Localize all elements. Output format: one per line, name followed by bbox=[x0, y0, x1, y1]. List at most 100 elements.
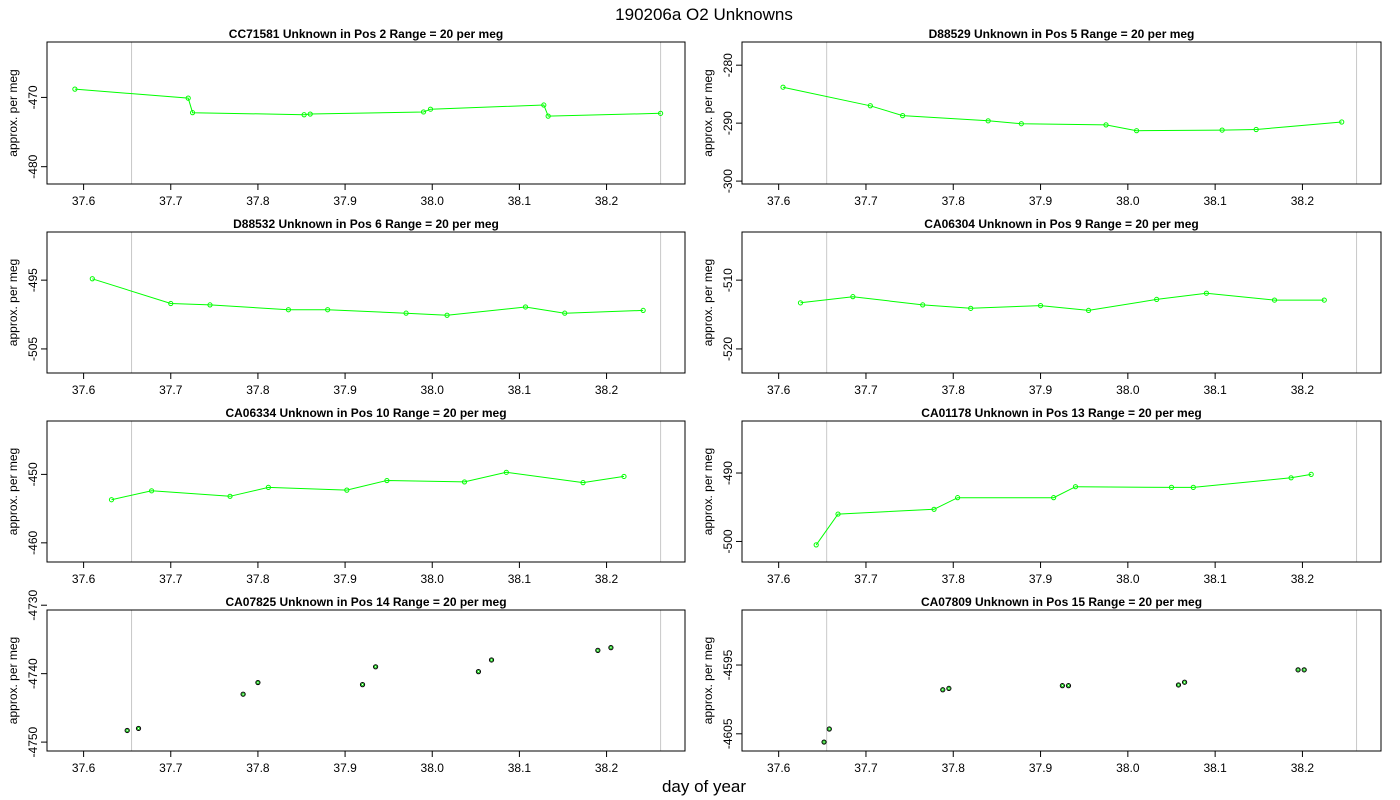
x-tick-label: 37.8 bbox=[942, 572, 966, 586]
x-tick-label: 37.8 bbox=[246, 761, 270, 775]
x-tick-label: 37.8 bbox=[246, 383, 270, 397]
x-tick-label: 37.6 bbox=[767, 383, 791, 397]
data-point bbox=[1037, 302, 1044, 309]
y-tick-label: -4730 bbox=[26, 590, 40, 621]
data-point bbox=[185, 95, 191, 101]
data-point bbox=[931, 506, 937, 512]
x-tick-label: 37.8 bbox=[942, 761, 966, 775]
plot-frame bbox=[741, 231, 1382, 374]
data-point bbox=[541, 102, 547, 108]
data-point bbox=[240, 691, 246, 697]
x-tick-label: 38.0 bbox=[1116, 761, 1140, 775]
data-point bbox=[1301, 667, 1307, 673]
data-point bbox=[1133, 128, 1140, 134]
panel-8: CA07809 Unknown in Pos 15 Range = 20 per… bbox=[701, 595, 1382, 775]
x-tick-label: 37.8 bbox=[246, 194, 270, 208]
x-tick-label: 38.1 bbox=[1203, 194, 1227, 208]
y-tick-label: -510 bbox=[721, 268, 735, 292]
x-tick-label: 37.9 bbox=[333, 761, 357, 775]
plot-frame bbox=[46, 420, 686, 563]
x-tick-label: 37.7 bbox=[854, 572, 878, 586]
data-point bbox=[359, 682, 366, 688]
data-point bbox=[826, 726, 832, 732]
x-tick-label: 37.9 bbox=[1029, 383, 1053, 397]
data-point bbox=[285, 307, 292, 313]
x-tick-label: 38.1 bbox=[508, 383, 532, 397]
x-tick-label: 37.8 bbox=[942, 383, 966, 397]
chart-panels: CC71581 Unknown in Pos 2 Range = 20 per … bbox=[6, 27, 1382, 775]
data-point bbox=[475, 669, 482, 675]
data-point bbox=[580, 480, 586, 486]
data-point-inner bbox=[1302, 668, 1306, 672]
x-tick-label: 38.2 bbox=[1291, 761, 1315, 775]
data-point bbox=[1321, 297, 1327, 303]
plot-frame bbox=[741, 41, 1382, 185]
data-point bbox=[255, 679, 261, 686]
x-tick-label: 38.0 bbox=[421, 761, 445, 775]
data-point bbox=[813, 542, 819, 548]
data-point bbox=[1085, 307, 1092, 314]
data-point bbox=[955, 495, 961, 501]
panel-title: CA06304 Unknown in Pos 9 Range = 20 per … bbox=[924, 217, 1198, 231]
data-point-inner bbox=[822, 740, 826, 744]
data-point bbox=[968, 305, 974, 311]
y-axis-label: approx. per meg bbox=[6, 69, 20, 156]
series-line bbox=[815, 473, 1312, 546]
data-point bbox=[1103, 122, 1109, 128]
data-point bbox=[780, 84, 786, 90]
data-point bbox=[108, 497, 115, 503]
x-tick-label: 38.0 bbox=[1116, 383, 1140, 397]
x-tick-label: 37.9 bbox=[333, 194, 357, 208]
data-point bbox=[372, 664, 379, 670]
x-tick-label: 37.7 bbox=[159, 572, 183, 586]
data-point bbox=[850, 294, 856, 300]
x-tick-label: 37.8 bbox=[942, 194, 966, 208]
data-point bbox=[1072, 484, 1079, 490]
y-tick-label: -4740 bbox=[26, 658, 40, 689]
x-tick-label: 37.6 bbox=[72, 761, 96, 775]
data-point-inner bbox=[947, 686, 951, 690]
data-point-inner bbox=[609, 646, 613, 650]
data-point bbox=[420, 109, 427, 115]
data-point bbox=[1190, 484, 1196, 490]
data-point bbox=[135, 725, 142, 732]
y-axis-label: approx. per meg bbox=[6, 259, 20, 346]
data-point bbox=[545, 113, 551, 119]
y-axis-label: approx. per meg bbox=[6, 448, 20, 535]
y-tick-label: -4750 bbox=[26, 726, 40, 757]
y-axis-label: approx. per meg bbox=[701, 448, 715, 535]
data-point bbox=[595, 647, 601, 653]
data-point bbox=[227, 493, 233, 499]
data-point bbox=[1175, 682, 1182, 688]
panel-6: CA01178 Unknown in Pos 13 Range = 20 per… bbox=[701, 406, 1382, 586]
panel-1: CC71581 Unknown in Pos 2 Range = 20 per … bbox=[6, 27, 686, 208]
series-line bbox=[800, 292, 1325, 311]
data-point bbox=[1059, 683, 1065, 689]
x-tick-label: 37.7 bbox=[159, 761, 183, 775]
series-line bbox=[111, 471, 625, 501]
data-point-inner bbox=[1066, 684, 1070, 688]
x-tick-label: 38.2 bbox=[595, 572, 619, 586]
data-point bbox=[621, 473, 627, 480]
data-point-inner bbox=[490, 658, 494, 662]
data-point bbox=[384, 477, 390, 484]
data-point bbox=[189, 110, 196, 116]
data-point bbox=[821, 739, 827, 745]
data-point bbox=[427, 106, 434, 112]
y-tick-label: -520 bbox=[721, 337, 735, 361]
panel-title: CA07809 Unknown in Pos 15 Range = 20 per… bbox=[921, 595, 1202, 609]
data-point-inner bbox=[1296, 668, 1300, 672]
data-point bbox=[608, 645, 614, 651]
x-tick-label: 38.1 bbox=[1203, 761, 1227, 775]
data-point bbox=[1339, 119, 1345, 125]
x-tick-label: 37.9 bbox=[1029, 194, 1053, 208]
data-point bbox=[1219, 127, 1225, 133]
y-tick-label: -4595 bbox=[721, 649, 735, 680]
panel-4: CA06304 Unknown in Pos 9 Range = 20 per … bbox=[701, 217, 1382, 397]
x-tick-label: 37.6 bbox=[72, 383, 96, 397]
data-point bbox=[1181, 679, 1188, 685]
data-point bbox=[1154, 296, 1160, 303]
data-point-inner bbox=[1183, 680, 1187, 684]
data-point bbox=[900, 113, 906, 119]
data-point bbox=[1253, 126, 1259, 133]
